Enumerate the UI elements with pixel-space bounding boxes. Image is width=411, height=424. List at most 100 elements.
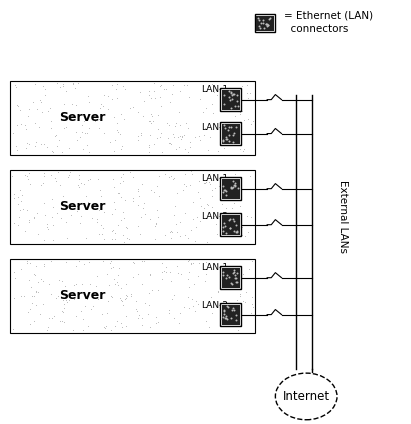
Point <box>108 294 115 301</box>
Point <box>259 19 266 26</box>
Point <box>25 113 31 120</box>
Point <box>178 136 184 142</box>
Point <box>237 203 243 209</box>
Point <box>62 296 69 303</box>
Point <box>231 171 238 178</box>
Point <box>233 126 239 133</box>
Point <box>16 214 23 220</box>
Point <box>62 88 69 95</box>
Point <box>236 231 242 238</box>
Point <box>212 185 218 192</box>
Point <box>24 260 30 267</box>
Point <box>92 282 99 289</box>
Point <box>152 95 158 101</box>
Point <box>146 148 152 155</box>
Point <box>139 322 145 329</box>
Point <box>222 315 228 321</box>
Point <box>234 316 241 323</box>
Point <box>152 220 159 226</box>
Point <box>203 259 209 265</box>
Point <box>232 180 239 187</box>
Point <box>32 263 39 270</box>
Point <box>173 220 179 227</box>
Point <box>225 127 231 134</box>
Point <box>192 224 199 231</box>
Point <box>237 111 243 117</box>
Point <box>231 268 237 275</box>
Point <box>40 172 47 179</box>
Point <box>177 133 183 139</box>
Point <box>114 81 121 87</box>
Point <box>145 301 152 308</box>
Point <box>224 135 231 142</box>
Point <box>139 281 145 288</box>
Point <box>233 222 240 229</box>
Point <box>111 148 118 155</box>
Point <box>122 86 128 92</box>
Point <box>224 315 231 322</box>
Point <box>10 191 17 198</box>
Point <box>203 201 210 207</box>
Point <box>101 92 108 99</box>
Point <box>211 212 217 219</box>
Point <box>80 146 87 153</box>
Point <box>234 98 240 104</box>
Point <box>247 173 254 179</box>
Point <box>228 123 234 130</box>
Point <box>101 209 107 216</box>
Point <box>168 140 175 147</box>
Point <box>223 136 229 143</box>
Point <box>129 104 136 111</box>
Point <box>189 199 196 206</box>
Point <box>113 86 119 92</box>
Point <box>53 80 60 86</box>
Point <box>177 232 183 239</box>
Point <box>203 85 210 92</box>
Point <box>191 281 197 287</box>
Text: LAN-1: LAN-1 <box>201 173 229 183</box>
Point <box>226 97 233 104</box>
Point <box>29 299 35 306</box>
Point <box>228 90 235 97</box>
Point <box>220 189 226 196</box>
Point <box>85 98 92 105</box>
Point <box>63 259 69 265</box>
Point <box>40 83 46 90</box>
Point <box>122 196 128 203</box>
Point <box>56 181 63 188</box>
Point <box>236 121 243 128</box>
Point <box>185 293 192 300</box>
Point <box>119 209 126 215</box>
Point <box>201 132 208 139</box>
Point <box>239 147 246 154</box>
Point <box>42 86 48 92</box>
Point <box>185 124 192 131</box>
Point <box>235 222 242 229</box>
Point <box>145 143 152 150</box>
Ellipse shape <box>275 373 337 420</box>
Point <box>212 220 219 227</box>
Point <box>87 176 93 182</box>
Point <box>229 307 235 313</box>
Point <box>146 272 153 279</box>
Point <box>130 259 136 265</box>
Point <box>208 186 215 193</box>
Point <box>220 228 226 235</box>
Point <box>201 205 208 212</box>
Point <box>241 232 248 239</box>
Point <box>43 144 50 151</box>
Point <box>222 223 229 230</box>
Point <box>171 133 177 140</box>
Point <box>225 100 231 106</box>
Point <box>71 282 77 288</box>
Point <box>118 324 125 330</box>
Point <box>158 102 164 109</box>
Point <box>231 181 238 188</box>
Point <box>27 260 34 267</box>
Point <box>239 231 246 238</box>
Point <box>25 276 32 283</box>
Point <box>159 148 165 155</box>
Point <box>127 169 134 176</box>
Point <box>225 276 231 283</box>
Point <box>123 295 129 301</box>
